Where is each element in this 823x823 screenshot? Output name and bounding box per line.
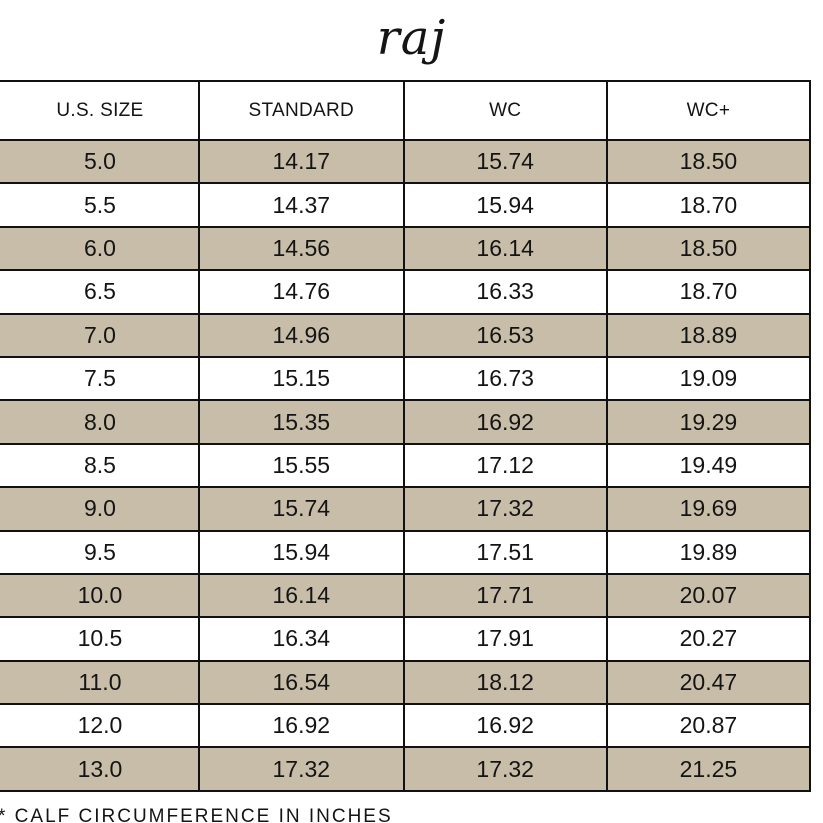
us-size-cell: 12.0 <box>0 703 200 749</box>
wc-plus-cell: 18.50 <box>605 138 812 185</box>
standard-cell: 17.32 <box>197 746 405 792</box>
wc-cell: 18.12 <box>402 659 608 706</box>
table-row: 5.5 14.37 15.94 18.70 <box>0 182 812 228</box>
us-size-cell: 5.5 <box>0 182 200 228</box>
wc-cell: 16.73 <box>402 355 608 402</box>
wc-plus-cell: 20.87 <box>605 703 812 749</box>
wc-cell: 17.32 <box>402 486 608 532</box>
table-row: 12.0 16.92 16.92 20.87 <box>0 703 812 749</box>
table-row: 7.5 15.15 16.73 19.09 <box>0 355 812 402</box>
header-wc-plus: WC+ <box>605 80 812 141</box>
standard-cell: 14.37 <box>197 182 405 228</box>
us-size-cell: 8.5 <box>0 442 200 489</box>
header-wc: WC <box>402 80 608 141</box>
standard-cell: 15.35 <box>197 399 405 445</box>
brand-logo: raj <box>376 10 447 66</box>
us-size-cell: 9.5 <box>0 529 200 575</box>
us-size-cell: 10.0 <box>0 572 200 619</box>
table-row: 8.0 15.35 16.92 19.29 <box>0 399 812 445</box>
us-size-cell: 11.0 <box>0 659 200 706</box>
table-row: 10.0 16.14 17.71 20.07 <box>0 572 812 619</box>
table-header-row: U.S. SIZE STANDARD WC WC+ <box>0 80 812 141</box>
wc-plus-cell: 19.29 <box>605 399 812 445</box>
wc-cell: 17.91 <box>402 616 608 662</box>
table-row: 10.5 16.34 17.91 20.27 <box>0 616 812 662</box>
us-size-cell: 5.0 <box>0 138 200 185</box>
table-body: 5.0 14.17 15.74 18.50 5.5 14.37 15.94 18.70 6.0 1… <box>0 138 812 792</box>
standard-cell: 15.74 <box>197 486 405 532</box>
wc-cell: 16.92 <box>402 399 608 445</box>
wc-plus-cell: 21.25 <box>605 746 812 792</box>
header-us-size: U.S. SIZE <box>0 80 200 141</box>
wc-cell: 17.51 <box>402 529 608 575</box>
us-size-cell: 7.5 <box>0 355 200 402</box>
us-size-cell: 10.5 <box>0 616 200 662</box>
us-size-cell: 8.0 <box>0 399 200 445</box>
table-row: 9.5 15.94 17.51 19.89 <box>0 529 812 575</box>
wc-cell: 15.74 <box>402 138 608 185</box>
wc-plus-cell: 20.07 <box>605 572 812 619</box>
table-row: 6.5 14.76 16.33 18.70 <box>0 269 812 315</box>
us-size-cell: 6.5 <box>0 269 200 315</box>
wc-plus-cell: 18.70 <box>605 269 812 315</box>
us-size-cell: 9.0 <box>0 486 200 532</box>
wc-cell: 16.14 <box>402 225 608 272</box>
wc-cell: 16.53 <box>402 312 608 358</box>
wc-plus-cell: 19.49 <box>605 442 812 489</box>
standard-cell: 15.94 <box>197 529 405 575</box>
table-row: 9.0 15.74 17.32 19.69 <box>0 486 812 532</box>
us-size-cell: 6.0 <box>0 225 200 272</box>
table-row: 13.0 17.32 17.32 21.25 <box>0 746 812 792</box>
table-row: 8.5 15.55 17.12 19.49 <box>0 442 812 489</box>
footnote: * CALF CIRCUMFERENCE IN INCHES <box>0 806 393 823</box>
table-row: 5.0 14.17 15.74 18.50 <box>0 138 812 185</box>
wc-cell: 16.33 <box>402 269 608 315</box>
standard-cell: 16.92 <box>197 703 405 749</box>
table-row: 7.0 14.96 16.53 18.89 <box>0 312 812 358</box>
wc-plus-cell: 19.89 <box>605 529 812 575</box>
calf-size-table: U.S. SIZE STANDARD WC WC+ 5.0 14.17 15.74 1… <box>0 80 812 792</box>
us-size-cell: 7.0 <box>0 312 200 358</box>
standard-cell: 14.96 <box>197 312 405 358</box>
standard-cell: 14.17 <box>197 138 405 185</box>
wc-plus-cell: 18.70 <box>605 182 812 228</box>
wc-cell: 17.32 <box>402 746 608 792</box>
standard-cell: 16.54 <box>197 659 405 706</box>
wc-plus-cell: 19.09 <box>605 355 812 402</box>
wc-cell: 16.92 <box>402 703 608 749</box>
wc-cell: 17.71 <box>402 572 608 619</box>
table-row: 11.0 16.54 18.12 20.47 <box>0 659 812 706</box>
standard-cell: 14.56 <box>197 225 405 272</box>
standard-cell: 15.15 <box>197 355 405 402</box>
standard-cell: 14.76 <box>197 269 405 315</box>
us-size-cell: 13.0 <box>0 746 200 792</box>
wc-plus-cell: 20.47 <box>605 659 812 706</box>
wc-plus-cell: 20.27 <box>605 616 812 662</box>
header-standard: STANDARD <box>197 80 405 141</box>
standard-cell: 15.55 <box>197 442 405 489</box>
table-row: 6.0 14.56 16.14 18.50 <box>0 225 812 272</box>
wc-plus-cell: 18.89 <box>605 312 812 358</box>
standard-cell: 16.14 <box>197 572 405 619</box>
wc-cell: 17.12 <box>402 442 608 489</box>
standard-cell: 16.34 <box>197 616 405 662</box>
wc-plus-cell: 19.69 <box>605 486 812 532</box>
wc-cell: 15.94 <box>402 182 608 228</box>
wc-plus-cell: 18.50 <box>605 225 812 272</box>
